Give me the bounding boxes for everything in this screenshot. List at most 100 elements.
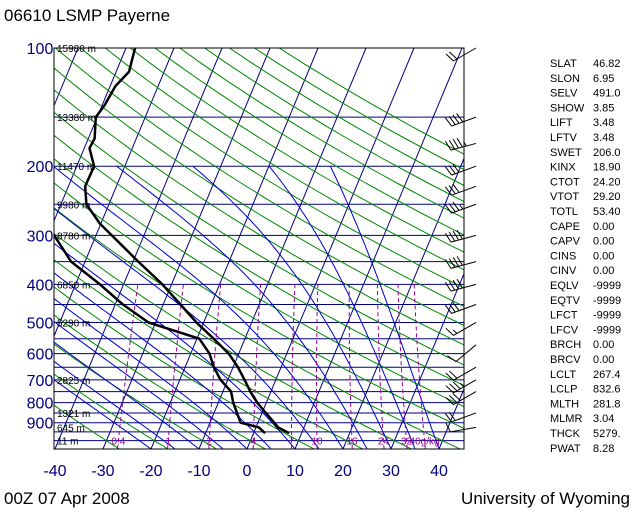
- mixing-ratio-line: [397, 284, 408, 449]
- index-key: LCLP: [550, 384, 578, 396]
- wind-barb-feather: [449, 51, 458, 60]
- index-key: SLAT: [550, 58, 577, 70]
- index-value: -9999: [593, 295, 621, 307]
- wind-barb: [445, 391, 477, 406]
- wind-barb-staff: [450, 234, 477, 243]
- index-value: 53.40: [593, 206, 621, 218]
- moist-adiabat-line: [329, 165, 440, 449]
- index-value: 267.4: [593, 369, 621, 381]
- index-key: SWET: [550, 147, 582, 159]
- wind-barb-feather: [456, 137, 463, 148]
- wind-barb-staff: [453, 47, 477, 62]
- isotherm-line: [54, 48, 175, 338]
- wind-barb-feather: [448, 303, 456, 313]
- temperature-tick-label: -20: [139, 463, 162, 480]
- moist-adiabat-line: [54, 242, 296, 449]
- mixing-ratio-line: [348, 284, 353, 449]
- wind-barb-feather: [444, 304, 452, 314]
- wind-barb-feather: [444, 259, 452, 269]
- temperature-axis: -40 -30 -20 -10 0 10 20 30 40: [43, 463, 448, 480]
- wind-barb-feather: [445, 327, 454, 336]
- index-value: 24.20: [593, 176, 621, 188]
- wind-barb-feather: [452, 279, 460, 290]
- index-key: SLON: [550, 73, 580, 85]
- temperature-tick-label: 10: [286, 463, 304, 480]
- dry-adiabat-line: [54, 343, 217, 449]
- dry-adiabat-line: [54, 134, 464, 387]
- isotherm-line: [102, 48, 271, 449]
- mixing-ratio-label: 24: [378, 437, 390, 448]
- mixing-ratio-label: 0.4: [111, 437, 125, 448]
- wind-barb-staff: [451, 185, 477, 196]
- mixing-ratio-line: [291, 284, 296, 449]
- dewpoint-profile-line: [54, 233, 266, 435]
- dry-adiabat-line: [54, 89, 464, 346]
- wind-barb-feather: [449, 395, 458, 403]
- wind-barb-staff: [450, 283, 477, 292]
- mixing-ratio-label: 10: [311, 437, 323, 448]
- index-key: TOTL: [550, 206, 578, 218]
- dry-adiabat-line: [54, 373, 169, 449]
- wind-barb-staff: [451, 203, 477, 214]
- height-label: 2825 m: [57, 376, 90, 387]
- pressure-tick-label: 100: [27, 41, 54, 58]
- wind-barb-feather: [444, 232, 452, 243]
- dry-adiabat-line: [79, 48, 464, 289]
- wind-barb-feather: [452, 393, 461, 401]
- index-key: EQLV: [550, 280, 579, 292]
- wind-barb-staff: [453, 379, 477, 394]
- dry-adiabat-line: [154, 48, 464, 236]
- dry-adiabat-line: [54, 286, 315, 449]
- wind-barb: [445, 47, 477, 62]
- index-key: CINV: [550, 265, 577, 277]
- height-label: 645 m: [57, 423, 85, 434]
- height-label: 9980 m: [57, 200, 90, 211]
- wind-barb-half-feather: [463, 141, 467, 147]
- wind-barb-staff: [451, 304, 477, 314]
- wind-barb-staff: [451, 116, 477, 127]
- dry-adiabat-line: [129, 48, 464, 253]
- moist-adiabat-line: [54, 298, 248, 449]
- index-key: MLTH: [550, 398, 579, 410]
- wind-barb-half-feather: [459, 204, 464, 210]
- wind-barb: [444, 137, 477, 151]
- wind-barb: [444, 256, 477, 269]
- dry-adiabat-line: [54, 111, 464, 366]
- wind-barb-feather: [452, 301, 460, 311]
- wind-barb: [445, 366, 477, 381]
- footer-time: 00Z 07 Apr 2008: [4, 489, 130, 508]
- wind-barb-feather: [445, 53, 454, 62]
- wind-barb-feather: [447, 355, 457, 362]
- wind-barb: [444, 183, 477, 196]
- plot-background: [54, 48, 464, 449]
- moist-adiabat-line: [54, 379, 152, 449]
- wind-barb-feather: [452, 201, 460, 211]
- wind-barb-staff: [453, 366, 477, 381]
- pressure-tick-label: 300: [27, 228, 54, 245]
- mixing-ratio-label: 32: [401, 437, 413, 448]
- wind-barb-staff: [453, 322, 477, 336]
- wind-barb-feather: [444, 166, 452, 176]
- moist-adiabat-line: [54, 207, 320, 449]
- height-label: 5290 m: [57, 318, 90, 329]
- index-key: LFTV: [550, 132, 578, 144]
- temperature-tick-label: 30: [382, 463, 400, 480]
- wind-barb-feather: [448, 139, 456, 150]
- dry-adiabat-line: [54, 158, 464, 408]
- wind-barb-feather: [448, 258, 456, 268]
- index-key: LFCT: [550, 310, 578, 322]
- index-value: 3.48: [593, 117, 614, 129]
- wind-barb: [445, 322, 477, 336]
- index-key: PWAT: [550, 443, 581, 455]
- mixing-ratio-line: [116, 284, 139, 449]
- dry-adiabat-line: [179, 48, 464, 219]
- moist-adiabat-line: [116, 165, 368, 449]
- index-key: LFCV: [550, 324, 579, 336]
- index-key: KINX: [550, 162, 576, 174]
- index-key: THCK: [550, 428, 581, 440]
- temperature-tick-label: -40: [43, 463, 66, 480]
- index-key: CAPV: [550, 236, 581, 248]
- dry-adiabat-line: [54, 259, 364, 449]
- wind-barb-feather: [449, 370, 458, 379]
- index-key: SELV: [550, 88, 578, 100]
